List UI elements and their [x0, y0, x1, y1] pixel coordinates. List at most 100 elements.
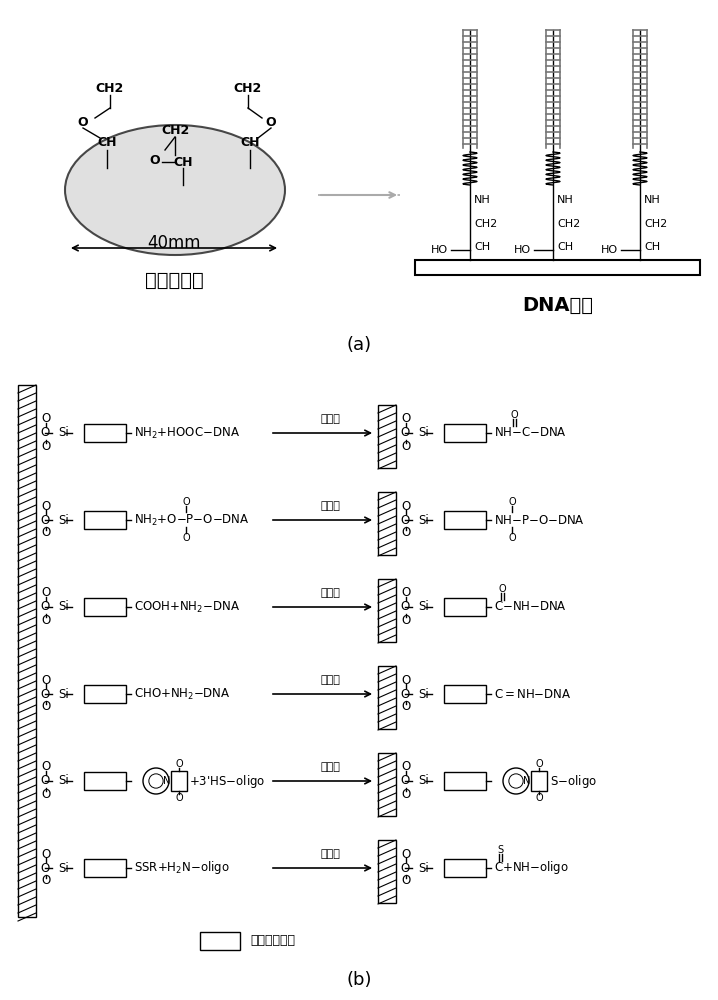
Text: O: O	[42, 848, 51, 860]
Text: O: O	[40, 774, 50, 788]
Bar	[444, 511, 486, 529]
Bar	[444, 772, 486, 790]
Text: Si: Si	[418, 514, 429, 526]
Text: HO: HO	[601, 245, 618, 255]
Text: O: O	[42, 440, 51, 452]
Text: O: O	[266, 115, 276, 128]
Bar	[84, 685, 126, 703]
Bar	[444, 685, 486, 703]
Text: O: O	[40, 861, 50, 874]
Text: C$=$NH$-$DNA: C$=$NH$-$DNA	[494, 688, 572, 700]
Text: O: O	[40, 514, 50, 526]
Text: N: N	[162, 776, 170, 786]
Text: C$-$NH$-$DNA: C$-$NH$-$DNA	[494, 600, 567, 613]
Text: O: O	[400, 774, 409, 788]
Text: O: O	[42, 788, 51, 800]
Text: +3'HS$-$oligo: +3'HS$-$oligo	[189, 772, 266, 790]
Text: O: O	[42, 613, 51, 626]
Text: O: O	[400, 514, 409, 526]
Text: O: O	[400, 861, 409, 874]
Text: Si: Si	[58, 514, 69, 526]
Text: O: O	[400, 426, 409, 440]
Text: 环氧基玻片: 环氧基玻片	[144, 270, 203, 290]
Text: Si: Si	[418, 426, 429, 440]
Text: S: S	[497, 845, 503, 855]
Text: O: O	[175, 759, 183, 769]
Text: O: O	[42, 586, 51, 599]
Text: O: O	[401, 499, 411, 512]
Text: O: O	[401, 526, 411, 540]
Text: O: O	[42, 874, 51, 888]
Text: O: O	[401, 674, 411, 686]
Bar	[378, 405, 396, 468]
Text: O: O	[42, 674, 51, 686]
Text: O: O	[510, 410, 518, 420]
Text: N: N	[523, 776, 530, 786]
Text: CHO+NH$_2$$-$DNA: CHO+NH$_2$$-$DNA	[134, 686, 230, 702]
Text: O: O	[535, 793, 543, 803]
Text: O: O	[42, 412, 51, 426]
Text: NH: NH	[644, 195, 661, 205]
Ellipse shape	[65, 125, 285, 255]
Text: NH: NH	[557, 195, 574, 205]
Text: Si: Si	[418, 600, 429, 613]
Text: DNA固定: DNA固定	[523, 296, 594, 314]
Bar	[444, 424, 486, 442]
Text: O: O	[42, 700, 51, 714]
Bar	[84, 424, 126, 442]
Text: CH: CH	[97, 136, 117, 149]
Text: Si: Si	[418, 688, 429, 700]
Bar	[200, 932, 240, 950]
Text: 为碳原子骨架: 为碳原子骨架	[250, 934, 295, 946]
Text: HO: HO	[431, 245, 448, 255]
Text: O: O	[401, 412, 411, 426]
Text: O: O	[401, 613, 411, 626]
Bar	[378, 492, 396, 555]
Text: O: O	[175, 793, 183, 803]
Bar	[378, 840, 396, 903]
Text: 交联剂: 交联剂	[320, 414, 340, 424]
Text: O: O	[78, 115, 88, 128]
Text: O: O	[401, 874, 411, 888]
Text: 交联剂: 交联剂	[320, 762, 340, 772]
Text: O: O	[42, 526, 51, 540]
Text: O: O	[400, 600, 409, 613]
Text: CH: CH	[474, 242, 490, 252]
Text: NH: NH	[474, 195, 490, 205]
Text: CH: CH	[557, 242, 573, 252]
Text: Si: Si	[58, 600, 69, 613]
Bar	[84, 511, 126, 529]
Text: Si: Si	[418, 774, 429, 788]
Text: C+NH$-$oligo: C+NH$-$oligo	[494, 859, 569, 876]
Text: Si: Si	[58, 774, 69, 788]
Text: Si: Si	[58, 426, 69, 440]
Text: CH2: CH2	[96, 82, 124, 95]
Text: CH: CH	[241, 136, 260, 149]
Text: NH$-$P$-$O$-$DNA: NH$-$P$-$O$-$DNA	[494, 514, 585, 526]
Text: CH: CH	[644, 242, 660, 252]
Text: O: O	[42, 760, 51, 774]
Text: Si: Si	[418, 861, 429, 874]
Bar	[415, 260, 700, 275]
Bar	[378, 753, 396, 816]
Text: COOH+NH$_2$$-$DNA: COOH+NH$_2$$-$DNA	[134, 599, 240, 615]
Text: 交联剂: 交联剂	[320, 501, 340, 511]
Text: 交联剂: 交联剂	[320, 675, 340, 685]
Bar	[531, 771, 547, 791]
Text: O: O	[401, 440, 411, 452]
Text: (a): (a)	[347, 336, 371, 354]
Text: O: O	[400, 688, 409, 700]
Text: HO: HO	[514, 245, 531, 255]
Bar	[84, 598, 126, 616]
Text: O: O	[40, 600, 50, 613]
Text: O: O	[182, 533, 190, 543]
Text: O: O	[498, 584, 505, 594]
Text: CH2: CH2	[234, 82, 262, 95]
Text: S$-$oligo: S$-$oligo	[550, 772, 597, 790]
Text: Si: Si	[58, 688, 69, 700]
Bar	[84, 772, 126, 790]
Text: 交联剂: 交联剂	[320, 849, 340, 859]
Text: O: O	[40, 688, 50, 700]
Text: CH2: CH2	[161, 123, 189, 136]
Text: O: O	[182, 497, 190, 507]
